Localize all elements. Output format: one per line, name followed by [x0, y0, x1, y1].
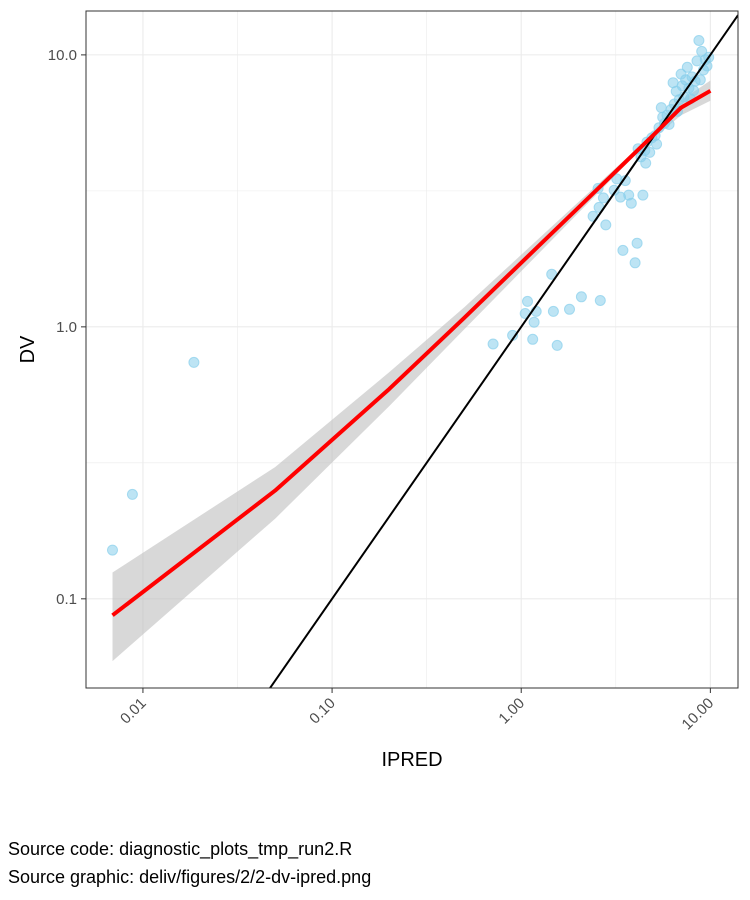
data-point — [527, 333, 539, 345]
x-tick-label: 0.10 — [306, 695, 339, 728]
data-point — [640, 157, 652, 169]
data-point — [551, 339, 563, 351]
data-point — [126, 488, 138, 500]
data-point — [608, 184, 620, 196]
grid — [86, 11, 738, 688]
data-point — [688, 85, 700, 96]
data-point — [693, 35, 705, 46]
data-point — [629, 257, 641, 269]
x-axis-ticks: 0.01 0.10 1.00 10.00 — [117, 688, 717, 733]
data-point — [637, 189, 649, 201]
data-point — [694, 74, 706, 86]
y-axis-title: DV — [17, 335, 39, 363]
data-points — [107, 35, 715, 556]
data-point — [597, 192, 609, 204]
y-tick-label: 1.0 — [56, 319, 77, 336]
data-point — [617, 244, 629, 256]
data-point — [644, 146, 656, 158]
identity-line-group — [268, 14, 738, 688]
data-point — [651, 138, 663, 150]
x-tick-label: 0.01 — [117, 695, 150, 728]
x-tick-label: 10.00 — [679, 695, 718, 734]
data-point — [575, 291, 587, 303]
identity-line — [268, 14, 738, 688]
data-point — [681, 61, 693, 73]
data-point — [487, 338, 499, 350]
data-point — [564, 303, 575, 315]
data-point — [600, 219, 612, 231]
data-point — [631, 237, 643, 249]
data-point — [107, 544, 118, 556]
y-tick-label: 0.1 — [56, 591, 77, 608]
fit-line-group — [111, 89, 712, 617]
x-tick-label: 1.00 — [495, 695, 528, 728]
data-point — [528, 316, 540, 328]
source-code-caption: Source code: diagnostic_plots_tmp_run2.R — [8, 839, 353, 859]
dv-ipred-chart: 0.01 0.10 1.00 10.00 0.1 1.0 10.0 IPRED DV — [17, 10, 739, 771]
x-axis-title: IPRED — [381, 749, 442, 771]
data-point — [594, 295, 606, 306]
data-point — [188, 356, 200, 368]
y-tick-label: 10.0 — [48, 47, 77, 64]
data-point — [547, 305, 559, 317]
fit-line — [111, 89, 712, 617]
data-point — [522, 295, 533, 307]
panel-border — [85, 10, 739, 689]
source-graphic-caption: Source graphic: deliv/figures/2/2-dv-ipr… — [8, 867, 372, 887]
y-axis-ticks: 0.1 1.0 10.0 — [48, 47, 86, 608]
data-point — [625, 197, 637, 209]
